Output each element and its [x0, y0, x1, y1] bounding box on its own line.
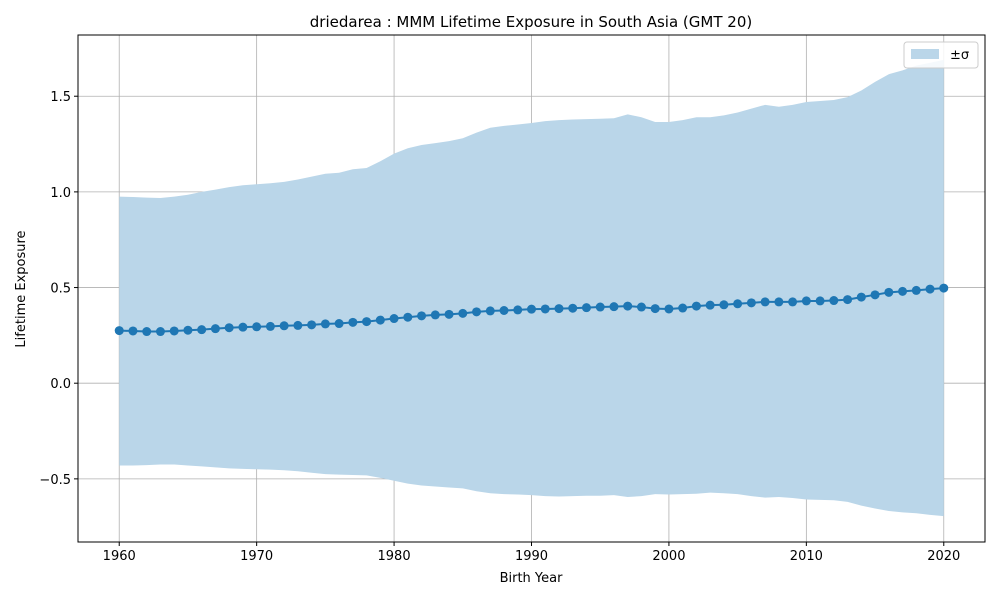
data-point	[458, 308, 468, 318]
data-point	[705, 300, 715, 310]
legend-band-swatch	[911, 49, 939, 59]
x-tick-label: 2020	[927, 549, 960, 564]
data-point	[719, 300, 729, 310]
data-point	[788, 297, 798, 307]
legend: ±σ	[903, 41, 979, 69]
data-point	[155, 327, 165, 337]
data-point	[801, 296, 811, 306]
data-point	[114, 326, 124, 336]
data-point	[540, 304, 550, 314]
y-axis-label: Lifetime Exposure	[14, 230, 29, 347]
std-band-area	[119, 59, 944, 517]
data-point	[856, 292, 866, 302]
x-tick-label: 1960	[103, 549, 136, 564]
data-point	[513, 305, 523, 315]
legend-label: ±σ	[950, 48, 969, 63]
data-point	[375, 315, 385, 325]
data-point	[650, 304, 660, 314]
data-point	[636, 302, 646, 312]
data-point	[293, 320, 303, 330]
x-axis-ticks: 1960 1970 1980 1990 2000 2010 2020	[103, 542, 960, 564]
data-point	[733, 299, 743, 309]
data-point	[691, 301, 701, 311]
data-point	[485, 306, 495, 316]
data-point	[760, 297, 770, 307]
y-tick-label: 1.0	[50, 186, 71, 201]
data-point	[430, 310, 440, 320]
y-tick-label: 0.5	[50, 282, 71, 297]
data-point	[403, 312, 413, 322]
x-tick-label: 1980	[378, 549, 411, 564]
data-point	[829, 296, 839, 306]
data-point	[265, 321, 275, 331]
x-axis-label: Birth Year	[500, 571, 564, 586]
data-point	[925, 284, 935, 294]
data-point	[238, 322, 248, 332]
data-point	[320, 319, 330, 329]
data-point	[142, 327, 152, 337]
data-point	[128, 326, 138, 336]
data-point	[499, 306, 509, 316]
data-point	[389, 314, 399, 324]
data-point	[307, 320, 317, 330]
data-point	[623, 301, 633, 311]
data-point	[678, 303, 688, 313]
data-point	[843, 295, 853, 305]
data-point	[595, 302, 605, 312]
y-axis-ticks: −0.5 0.0 0.5 1.0 1.5	[39, 90, 78, 488]
data-point	[444, 309, 454, 319]
data-point	[609, 302, 619, 312]
data-point	[169, 326, 179, 336]
data-point	[362, 317, 372, 327]
data-point	[898, 286, 908, 296]
data-point	[472, 307, 482, 317]
data-point	[939, 283, 949, 293]
x-tick-label: 2000	[652, 549, 685, 564]
data-point	[774, 297, 784, 307]
data-point	[279, 321, 289, 331]
data-point	[334, 319, 344, 329]
data-point	[884, 287, 894, 297]
y-tick-label: 1.5	[50, 90, 71, 105]
data-point	[554, 304, 564, 314]
data-point	[815, 296, 825, 306]
data-point	[224, 323, 234, 333]
x-tick-label: 2010	[790, 549, 823, 564]
data-point	[664, 304, 674, 314]
data-point	[348, 317, 358, 327]
data-point	[417, 311, 427, 321]
data-point	[911, 285, 921, 295]
y-tick-label: −0.5	[39, 473, 71, 488]
data-point	[210, 324, 220, 334]
y-tick-label: 0.0	[50, 377, 71, 392]
data-point	[746, 298, 756, 308]
chart-title: driedarea : MMM Lifetime Exposure in Sou…	[310, 13, 752, 31]
x-tick-label: 1990	[515, 549, 548, 564]
legend-box	[903, 41, 979, 69]
mean-series-markers	[114, 283, 949, 337]
data-point	[252, 322, 262, 332]
data-point	[197, 325, 207, 335]
data-point	[568, 303, 578, 313]
data-point	[870, 290, 880, 300]
data-point	[183, 325, 193, 335]
x-tick-label: 1970	[240, 549, 273, 564]
data-point	[581, 303, 591, 313]
data-point	[527, 304, 536, 314]
